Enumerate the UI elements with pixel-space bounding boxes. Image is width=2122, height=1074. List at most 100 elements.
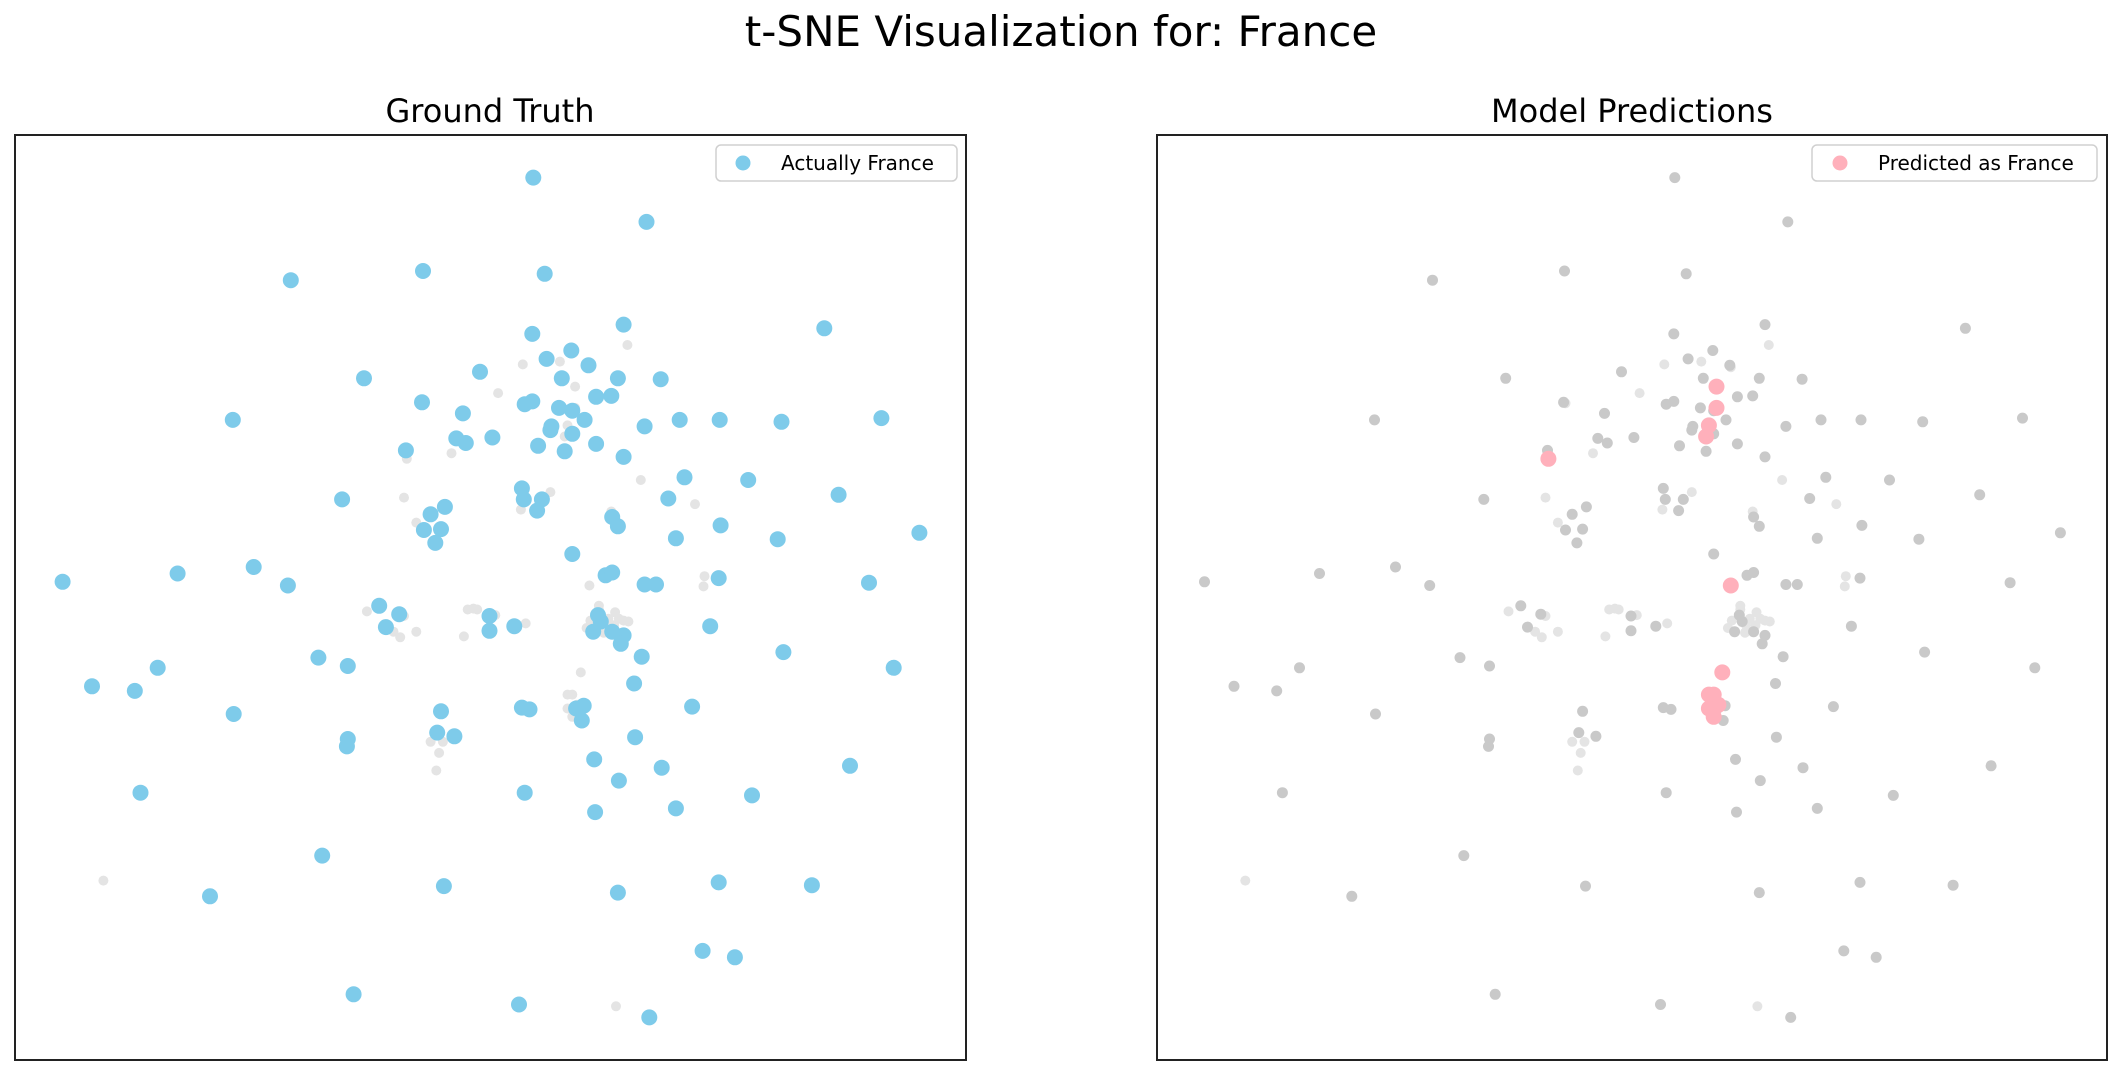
scatter-point-other bbox=[1686, 425, 1697, 436]
scatter-point-actual bbox=[616, 449, 632, 465]
scatter-point-other bbox=[1732, 438, 1743, 449]
scatter-point-actual bbox=[339, 738, 355, 754]
scatter-point-actual bbox=[831, 487, 847, 503]
scatter-point-actual bbox=[861, 575, 877, 591]
scatter-point-other bbox=[1614, 605, 1624, 615]
scatter-point-actual bbox=[576, 698, 592, 714]
scatter-point-actual bbox=[775, 644, 791, 660]
scatter-point-actual bbox=[563, 343, 579, 359]
scatter-point-predicted bbox=[1714, 664, 1730, 680]
scatter-point-other bbox=[434, 748, 444, 758]
scatter-point-actual bbox=[613, 636, 629, 652]
scatter-point-other bbox=[1792, 579, 1803, 590]
scatter-point-other bbox=[1588, 448, 1598, 458]
scatter-point-other bbox=[1271, 685, 1282, 696]
scatter-point-other bbox=[1577, 706, 1588, 717]
scatter-point-other bbox=[1674, 440, 1685, 451]
scatter-point-actual bbox=[310, 650, 326, 666]
scatter-point-actual bbox=[133, 785, 149, 801]
scatter-point-other bbox=[1754, 521, 1765, 532]
scatter-point-other bbox=[1798, 762, 1809, 773]
scatter-point-other bbox=[1600, 631, 1610, 641]
scatter-point-other bbox=[1760, 319, 1771, 330]
scatter-point-other bbox=[1659, 359, 1669, 369]
scatter-point-other bbox=[700, 571, 710, 581]
model-predictions-legend: Predicted as France bbox=[1812, 145, 2097, 181]
scatter-point-other bbox=[1812, 803, 1823, 814]
scatter-point-actual bbox=[684, 699, 700, 715]
scatter-point-actual bbox=[611, 773, 627, 789]
scatter-point-other bbox=[1919, 647, 1930, 658]
scatter-point-other bbox=[1628, 432, 1639, 443]
scatter-point-actual bbox=[416, 522, 432, 538]
scatter-point-actual bbox=[653, 371, 669, 387]
scatter-point-other bbox=[1455, 652, 1466, 663]
scatter-point-actual bbox=[610, 370, 626, 386]
scatter-point-actual bbox=[804, 877, 820, 893]
scatter-point-other bbox=[1771, 732, 1782, 743]
scatter-point-predicted bbox=[1723, 578, 1739, 594]
model-predictions-points bbox=[1199, 172, 2066, 1023]
scatter-point-other bbox=[1581, 501, 1592, 512]
scatter-point-other bbox=[1764, 340, 1774, 350]
scatter-point-other bbox=[1840, 581, 1850, 591]
scatter-point-other bbox=[1504, 606, 1514, 616]
scatter-point-other bbox=[1662, 618, 1672, 628]
scatter-point-other bbox=[1734, 610, 1745, 621]
scatter-point-actual bbox=[641, 1009, 657, 1025]
scatter-point-actual bbox=[226, 706, 242, 722]
scatter-point-actual bbox=[482, 608, 498, 624]
scatter-point-other bbox=[1721, 414, 1732, 425]
scatter-point-other bbox=[2055, 527, 2066, 538]
scatter-point-other bbox=[2029, 662, 2040, 673]
legend-marker-actual bbox=[736, 156, 751, 171]
scatter-point-actual bbox=[551, 400, 567, 416]
scatter-point-actual bbox=[202, 888, 218, 904]
scatter-point-actual bbox=[774, 414, 790, 430]
scatter-point-actual bbox=[429, 725, 445, 741]
scatter-point-actual bbox=[436, 878, 452, 894]
scatter-point-actual bbox=[516, 491, 532, 507]
scatter-point-actual bbox=[511, 997, 527, 1013]
scatter-point-predicted bbox=[1698, 429, 1714, 445]
scatter-point-other bbox=[1731, 807, 1742, 818]
ground-truth-legend: Actually France bbox=[716, 145, 957, 181]
scatter-point-actual bbox=[55, 574, 71, 590]
scatter-point-other bbox=[1500, 373, 1511, 384]
scatter-point-other bbox=[1828, 701, 1839, 712]
scatter-point-actual bbox=[886, 660, 902, 676]
scatter-point-other bbox=[1484, 661, 1495, 672]
model-predictions-title: Model Predictions bbox=[1491, 92, 1773, 130]
scatter-point-other bbox=[1560, 525, 1571, 536]
scatter-point-other bbox=[1748, 512, 1759, 523]
scatter-point-other bbox=[1346, 891, 1357, 902]
ground-truth-axes-frame bbox=[15, 135, 966, 1060]
scatter-point-actual bbox=[634, 649, 650, 665]
scatter-point-other bbox=[1314, 568, 1325, 579]
scatter-point-actual bbox=[842, 758, 858, 774]
scatter-point-other bbox=[1797, 374, 1808, 385]
scatter-point-other bbox=[1755, 775, 1766, 786]
scatter-point-other bbox=[1816, 414, 1827, 425]
scatter-point-other bbox=[1541, 493, 1551, 503]
scatter-point-actual bbox=[524, 326, 540, 342]
scatter-point-actual bbox=[283, 272, 299, 288]
scatter-point-actual bbox=[150, 660, 166, 676]
scatter-point-other bbox=[1567, 509, 1578, 520]
scatter-point-other bbox=[619, 616, 629, 626]
scatter-point-other bbox=[1846, 621, 1857, 632]
scatter-point-other bbox=[1735, 601, 1745, 611]
scatter-point-actual bbox=[586, 751, 602, 767]
scatter-point-other bbox=[1573, 727, 1584, 738]
scatter-point-other bbox=[1754, 373, 1765, 384]
ground-truth-panel: Ground Truth Actually France bbox=[15, 92, 966, 1060]
scatter-point-other bbox=[1660, 494, 1671, 505]
scatter-point-other bbox=[431, 766, 441, 776]
scatter-point-actual bbox=[588, 389, 604, 405]
model-predictions-panel: Model Predictions Predicted as France bbox=[1157, 92, 2107, 1060]
scatter-point-other bbox=[1666, 704, 1677, 715]
scatter-point-other bbox=[1199, 576, 1210, 587]
scatter-point-actual bbox=[712, 412, 728, 428]
scatter-point-other bbox=[1661, 787, 1672, 798]
scatter-point-other bbox=[1567, 737, 1577, 747]
